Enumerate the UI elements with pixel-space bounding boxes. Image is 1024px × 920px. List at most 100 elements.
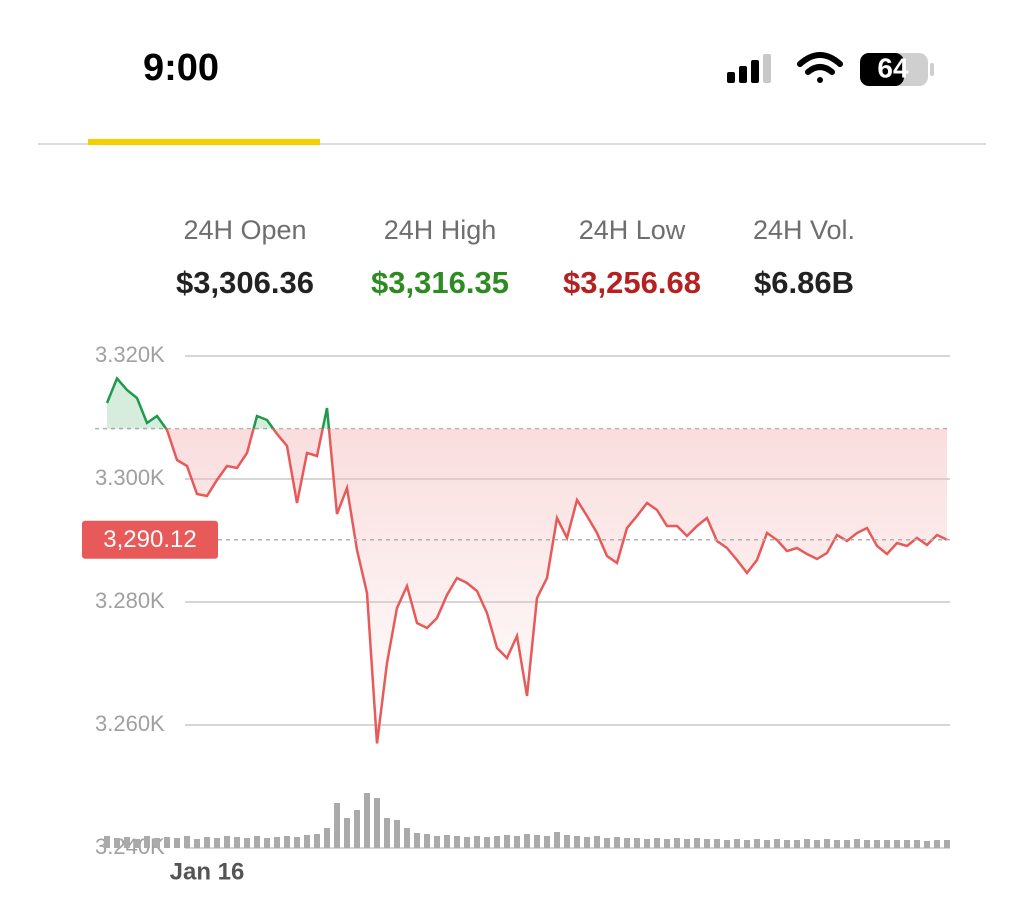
wifi xyxy=(797,52,843,83)
volume-bar xyxy=(914,840,920,848)
volume-bar xyxy=(754,839,760,848)
volume-bar xyxy=(224,836,230,848)
volume-bar xyxy=(264,838,270,848)
volume-bar xyxy=(434,836,440,848)
volume-bar xyxy=(114,838,120,848)
stat-label: 24H Vol. xyxy=(753,215,855,245)
volume-bar xyxy=(104,836,110,848)
volume-bar xyxy=(924,841,930,848)
area-down xyxy=(165,428,947,744)
volume-bar xyxy=(634,838,640,848)
volume-bar xyxy=(854,839,860,848)
volume-bar xyxy=(324,828,330,848)
volume-bar xyxy=(894,840,900,848)
volume-bar xyxy=(474,836,480,848)
x-tick-label: Jan 16 xyxy=(170,858,245,885)
signal xyxy=(727,54,771,83)
volume-bar xyxy=(774,839,780,848)
volume-bar xyxy=(284,836,290,848)
volume-bar xyxy=(574,836,580,848)
volume-bar xyxy=(594,836,600,848)
volume-bar xyxy=(714,839,720,848)
stats: 24H Open $3,306.36 24H High $3,316.35 24H Lo… xyxy=(176,215,855,300)
volume-bar xyxy=(274,837,280,848)
volume-bar xyxy=(674,838,680,848)
volume-bar xyxy=(204,837,210,848)
volume-bar xyxy=(904,840,910,848)
volume-bar xyxy=(784,840,790,848)
battery-level: 64 xyxy=(877,52,909,83)
volume-bar xyxy=(484,837,490,848)
tab-indicator[interactable] xyxy=(88,139,320,145)
y-tick-label: 3.320K xyxy=(95,342,165,367)
volume-bar xyxy=(544,836,550,848)
volume-bar xyxy=(194,839,200,848)
volume-bar xyxy=(864,840,870,848)
volume-bar xyxy=(824,839,830,848)
volume-bar xyxy=(294,837,300,848)
volume-bar xyxy=(454,836,460,848)
volume-bar xyxy=(424,834,430,848)
volume-bar xyxy=(314,834,320,848)
volume-bar xyxy=(134,839,140,848)
stat-label: 24H High xyxy=(384,215,497,245)
volume-bar xyxy=(814,840,820,848)
volume-bar xyxy=(124,837,130,848)
volume-bar xyxy=(354,810,360,848)
volume-bar xyxy=(344,818,350,848)
volume-bar xyxy=(934,840,940,848)
volume-bar xyxy=(724,840,730,848)
volume-bar xyxy=(164,837,170,848)
price-line-down xyxy=(164,428,948,744)
volume-bar xyxy=(554,832,560,848)
volume-bar xyxy=(444,835,450,848)
y-tick-label: 3.260K xyxy=(95,711,165,736)
clock: 9:00 xyxy=(143,47,219,89)
volume-bar xyxy=(734,839,740,848)
stat-label: 24H Low xyxy=(579,215,686,245)
y-tick-label: 3.280K xyxy=(95,588,165,613)
volume-bar xyxy=(244,838,250,848)
volume-bar xyxy=(504,835,510,848)
volume-bar xyxy=(804,839,810,848)
volume-bar xyxy=(794,840,800,848)
stat-value: $6.86B xyxy=(754,265,854,300)
volume-bar xyxy=(184,836,190,848)
volume-bar xyxy=(384,818,390,848)
last-price-label: 3,290.12 xyxy=(103,526,196,553)
volume-bar xyxy=(414,833,420,848)
last-price-tag xyxy=(82,520,218,559)
volume-bar xyxy=(564,835,570,848)
volume-bar xyxy=(494,836,500,848)
volume-bar xyxy=(374,798,380,848)
volume-bar xyxy=(304,835,310,848)
volume-bar xyxy=(694,838,700,848)
volume-bar xyxy=(844,840,850,848)
volume-bar xyxy=(664,839,670,848)
volume-bar xyxy=(214,838,220,848)
stat-value: $3,316.35 xyxy=(371,265,509,300)
stat-value: $3,306.36 xyxy=(176,265,314,300)
volume-bar xyxy=(644,839,650,848)
volume-bar xyxy=(874,840,880,848)
stat-label: 24H Open xyxy=(183,215,306,245)
volume-bar xyxy=(614,837,620,848)
stat-value: $3,256.68 xyxy=(563,265,701,300)
volume-bar xyxy=(514,836,520,848)
volume-bar xyxy=(834,840,840,848)
battery: 64 xyxy=(860,52,934,86)
volume-bar xyxy=(604,838,610,848)
volume-bar xyxy=(624,838,630,848)
volume-bar xyxy=(364,793,370,848)
volume-bar xyxy=(534,835,540,848)
volume-bar xyxy=(744,840,750,848)
volume-bar xyxy=(464,837,470,848)
volume-bar xyxy=(234,837,240,848)
volume-bar xyxy=(764,840,770,848)
volume-bar xyxy=(524,834,530,848)
volume-bar xyxy=(654,838,660,848)
volume-bar xyxy=(334,803,340,848)
volume-bar xyxy=(174,838,180,848)
